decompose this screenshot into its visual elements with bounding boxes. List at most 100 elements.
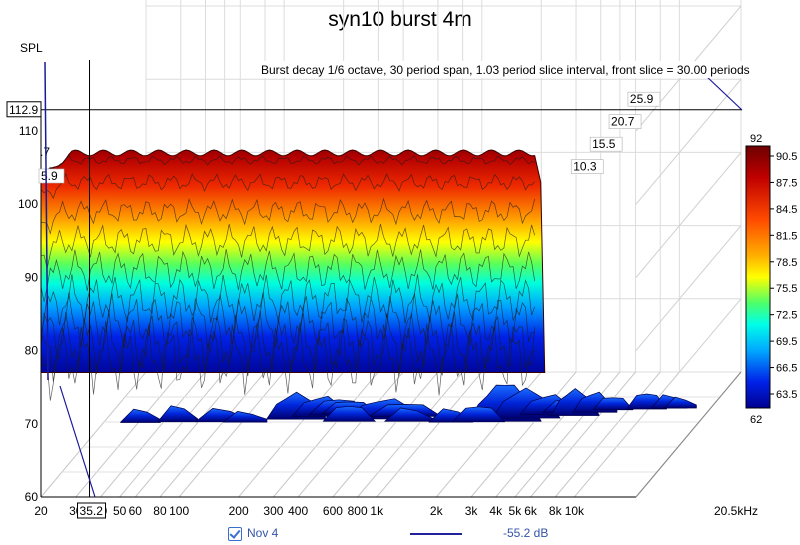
time-label-box-3 <box>608 114 642 129</box>
front-slice-contour-6 <box>40 292 535 354</box>
legend <box>0 520 800 545</box>
time-label-box-2 <box>589 136 623 152</box>
front-slice-surface <box>40 149 546 374</box>
annotation-box <box>258 61 742 78</box>
floor-grid-x-14 <box>470 371 577 498</box>
colorbar-tick-3: 81.5 <box>776 230 797 242</box>
colorbar: 92 62 90.5 87.5 84.5 81.5 78.5 75.5 72.5 69.5 66.5… <box>745 133 797 426</box>
floor-grid-x-4 <box>134 371 241 498</box>
x-tick-12: 1k <box>370 504 384 518</box>
x-tick-16: 5k <box>509 504 523 518</box>
colorbar-tick-0: 90.5 <box>776 151 797 163</box>
y-axis-label: SPL <box>20 41 43 55</box>
legend-label[interactable]: Nov 4 <box>247 526 279 540</box>
cursor-x-label: 35.2 <box>80 504 104 518</box>
front-slice-contour-5 <box>40 274 536 335</box>
colorbar-tick-8: 66.5 <box>776 363 797 375</box>
colorbar-tick-4: 78.5 <box>776 257 797 269</box>
colorbar-tick-7: 69.5 <box>776 336 797 348</box>
front-slice-contour-0 <box>40 155 535 176</box>
colorbar-tick-5: 75.5 <box>776 283 797 295</box>
floor-grid-x-7 <box>238 371 345 498</box>
x-tick-4: 60 <box>129 504 143 518</box>
side-grid-4 <box>635 78 742 205</box>
y-tick-1: 70 <box>25 417 39 431</box>
colorbar-tick-6: 72.5 <box>776 310 797 322</box>
floor-grid-x-6 <box>178 371 285 498</box>
colorbar-scale <box>745 145 771 409</box>
front-slice-contour-7 <box>40 310 535 382</box>
front-slice-contour-3 <box>40 223 536 269</box>
time-label-0: 5.9 <box>41 169 58 183</box>
time-label-2: 15.5 <box>592 137 616 151</box>
floor-grid-x-11 <box>357 371 463 498</box>
floor-grid-x-9 <box>297 371 404 498</box>
time-label-1: 10.3 <box>573 160 597 174</box>
x-tick-3: 50 <box>113 504 127 518</box>
legend-trace-top <box>704 74 743 111</box>
colorbar-tick-9: 63.5 <box>776 389 797 401</box>
x-tick-5: 80 <box>153 504 167 518</box>
floor-grid-x-18 <box>554 371 661 498</box>
y-tick-2: 80 <box>25 344 39 358</box>
decay-slice-16 <box>222 411 268 423</box>
x-tick-19: 10k <box>565 504 585 518</box>
x-tick-11: 800 <box>348 504 368 518</box>
x-tick-18: 8k <box>549 504 563 518</box>
legend-checkbox[interactable] <box>228 527 242 541</box>
floor-grid-x-17 <box>530 371 636 498</box>
cursor: 112.9 35.2 <box>6 60 743 519</box>
time-axis-labels: 5.910.315.520.725.9.7 <box>38 91 661 184</box>
chart-title: syn10 burst 4m <box>328 8 472 31</box>
x-tick-13: 2k <box>430 504 444 518</box>
x-tick-20: 20.5kHz <box>714 504 758 518</box>
cursor-y-box <box>6 101 42 118</box>
time-label-3: 20.7 <box>611 115 635 129</box>
floor-grid-x-3 <box>119 371 226 498</box>
floor-grid-x-2 <box>100 371 206 498</box>
x-tick-15: 4k <box>489 504 503 518</box>
decay-slice-12 <box>592 397 634 411</box>
legend-value: -55.2 dB <box>503 526 549 540</box>
legend-line-sample <box>410 533 462 535</box>
decay-slice-17 <box>322 405 377 422</box>
x-axis: 2030405060801002003004006008001k2k3k4k5k… <box>34 504 758 518</box>
decay-slice-20 <box>452 406 506 423</box>
cursor-x-box <box>77 502 107 519</box>
time-label-4: 25.9 <box>630 92 654 106</box>
side-grid-3 <box>635 152 742 278</box>
floor-grid-x-5 <box>159 371 266 498</box>
x-tick-17: 6k <box>524 504 538 518</box>
floor-grid-x-1 <box>75 371 182 498</box>
x-tick-7: 200 <box>229 504 249 518</box>
decay-slice-14 <box>156 405 199 423</box>
front-slice <box>40 149 546 401</box>
floor-grid-x-15 <box>495 371 602 498</box>
floor-grid-x-8 <box>273 371 379 498</box>
y-tick-0: 60 <box>25 490 39 504</box>
y-tick-5: 110 <box>19 124 38 138</box>
front-slice-contour-2 <box>40 197 536 235</box>
front-slice-contour-1 <box>40 172 535 200</box>
colorbar-max-label: 92 <box>750 133 762 145</box>
x-tick-8: 300 <box>263 504 283 518</box>
floor-grid <box>40 5 742 498</box>
decay-slice-23 <box>663 396 697 409</box>
front-slice-contour-8 <box>40 320 536 401</box>
time-label-box-4 <box>627 91 661 107</box>
x-tick-10: 600 <box>323 504 343 518</box>
x-tick-14: 3k <box>465 504 479 518</box>
y-tick-4: 100 <box>18 197 38 211</box>
legend-trace-back <box>44 61 49 381</box>
floor-edge-line <box>635 371 742 498</box>
floor-grid-x-0 <box>40 371 147 498</box>
colorbar-tick-2: 84.5 <box>776 204 797 216</box>
time-label-box-1 <box>570 159 604 174</box>
floor-grid-x-10 <box>332 371 439 498</box>
decay-slices <box>120 384 697 423</box>
time-label-box-0 <box>38 168 65 184</box>
burst-decay-annotation: Burst decay 1/6 octave, 30 period span, … <box>261 63 750 77</box>
y-axis: 60 70 80 90 100 110 <box>18 124 38 504</box>
floor-grid-x-16 <box>514 371 621 498</box>
